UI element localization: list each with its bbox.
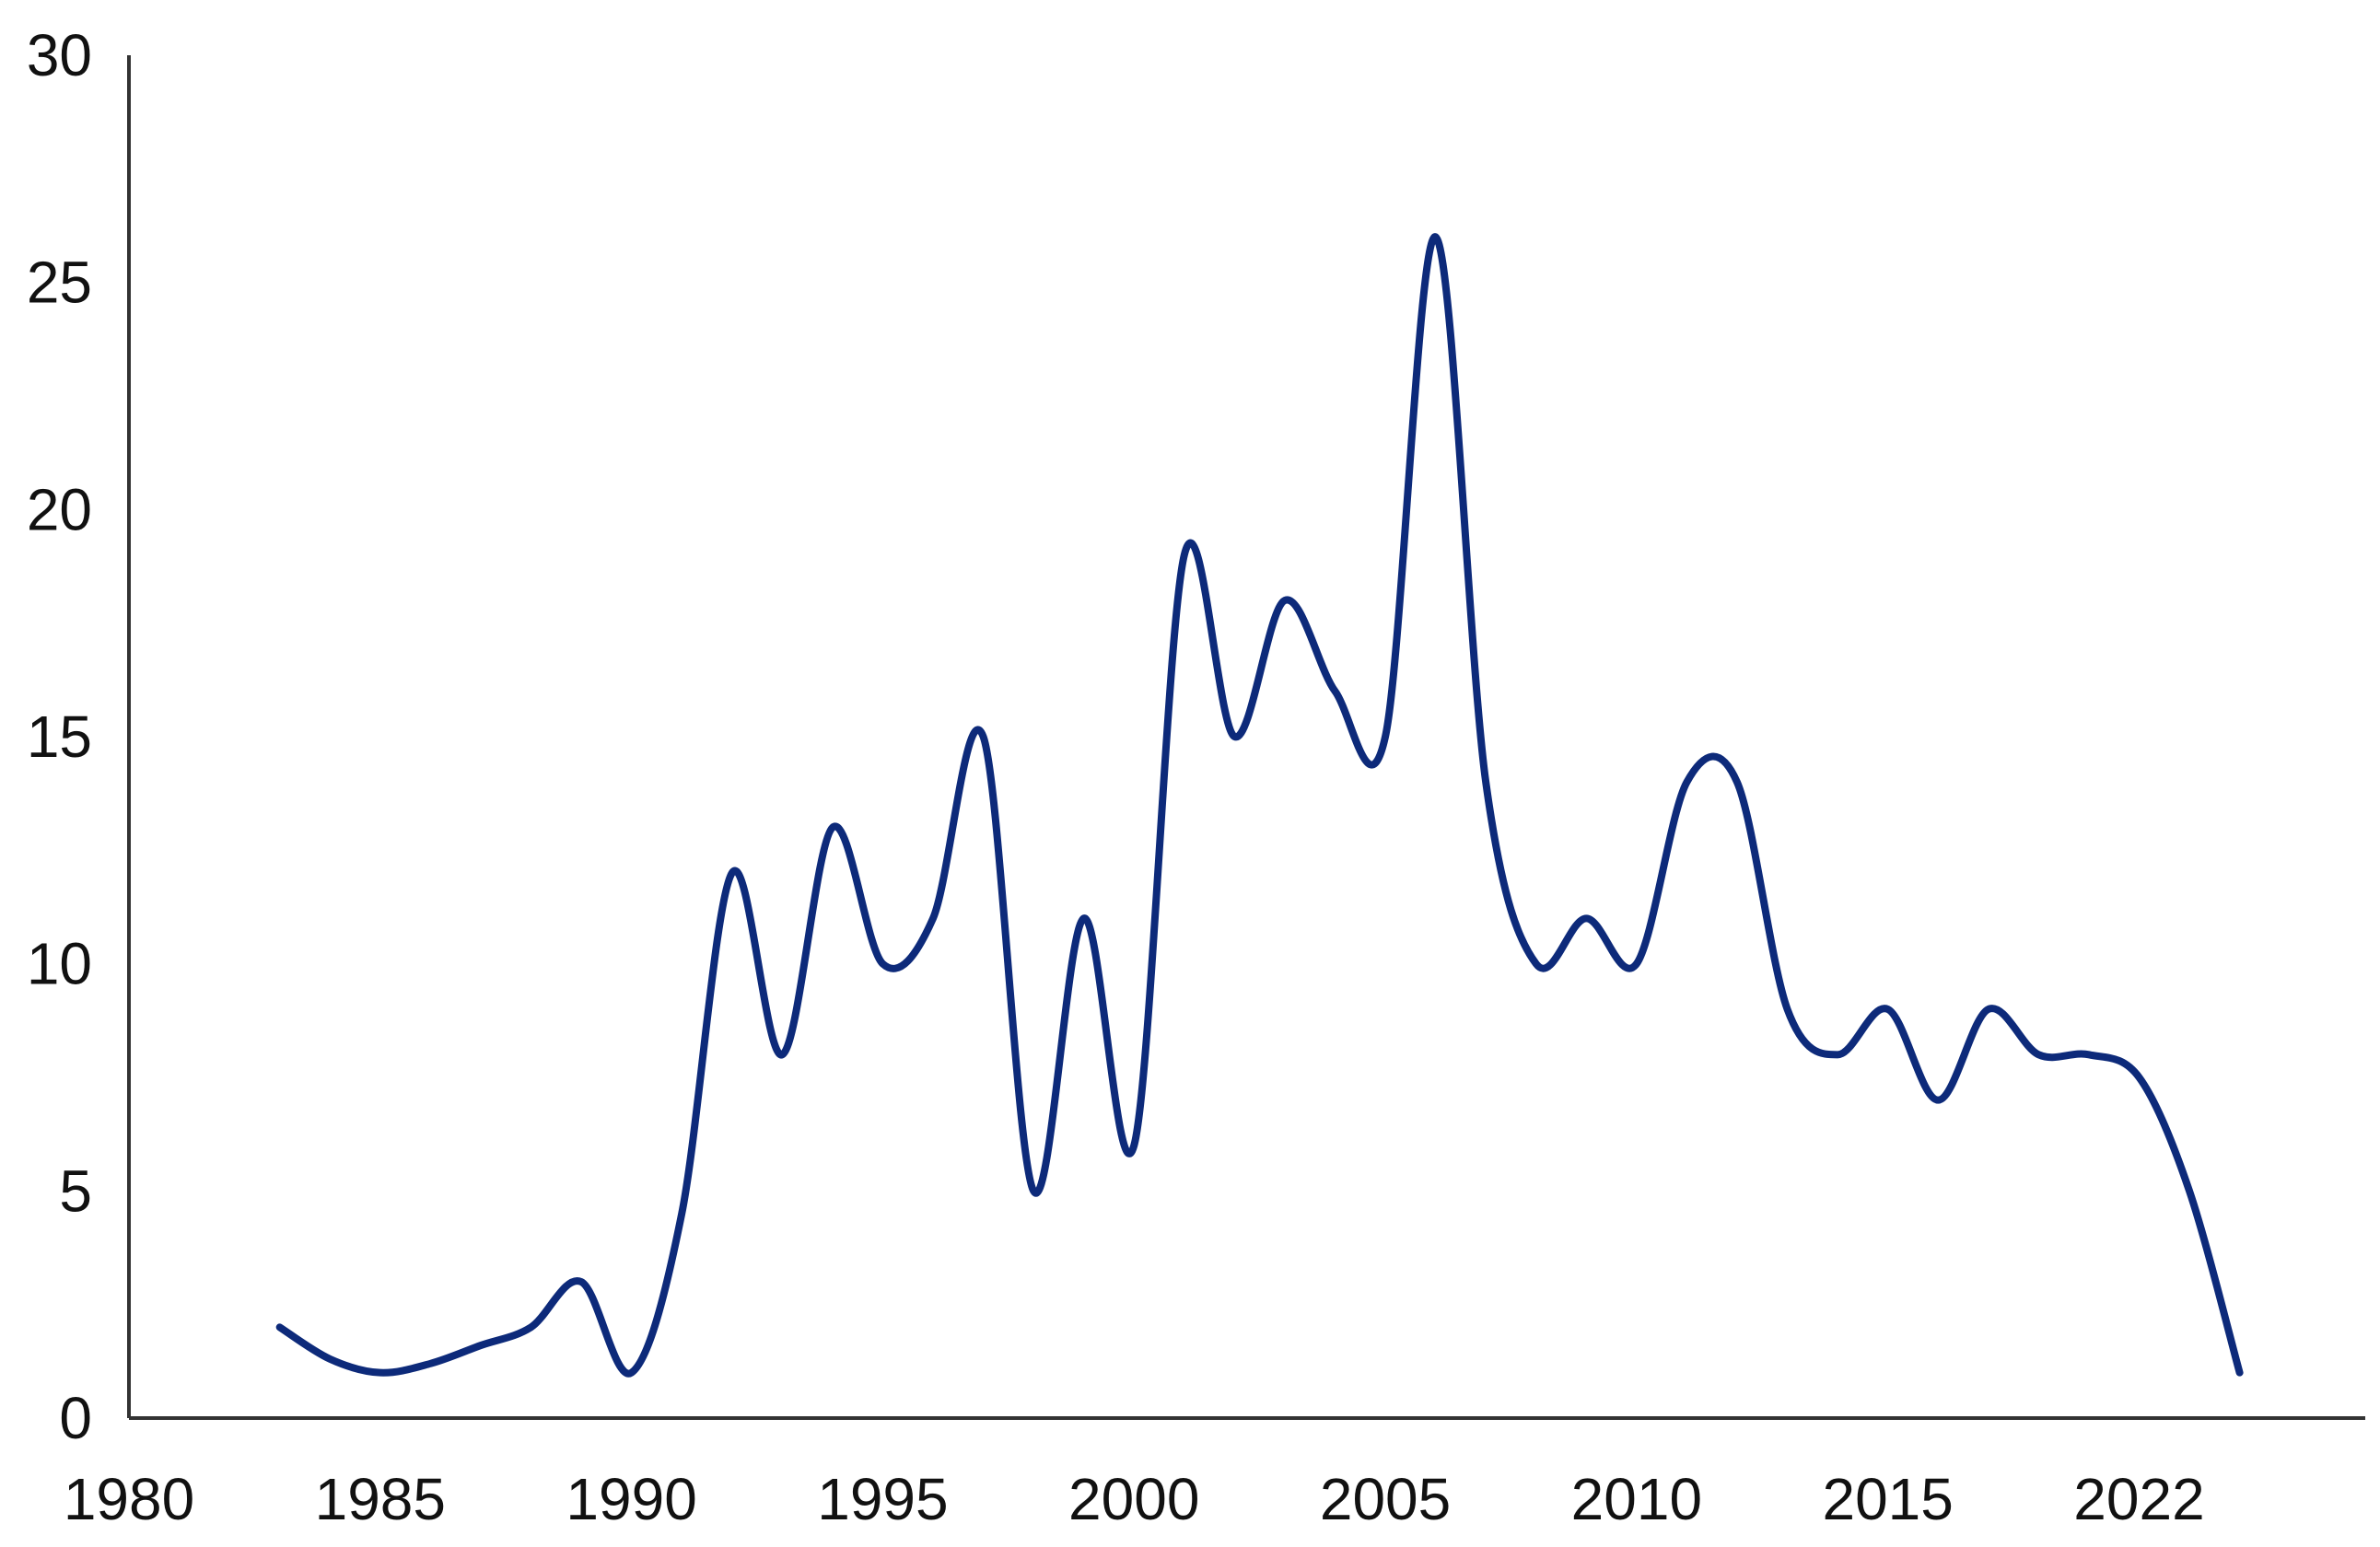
- series-points: [276, 233, 2244, 1376]
- data-point: [1130, 1142, 1138, 1149]
- data-point: [1784, 1006, 1791, 1013]
- data-point: [276, 1323, 284, 1331]
- x-tick-label: 1990: [566, 1466, 696, 1532]
- data-point: [729, 869, 736, 877]
- x-tick-label: 2010: [1571, 1466, 1702, 1532]
- data-point: [1331, 688, 1338, 695]
- data-point: [1281, 597, 1289, 604]
- x-tick-label: 2015: [1822, 1466, 1953, 1532]
- x-tick-label: 1985: [315, 1466, 446, 1532]
- data-point: [578, 1278, 585, 1285]
- data-point: [980, 733, 987, 740]
- data-point: [1834, 1051, 1841, 1058]
- y-tick-label: 10: [27, 931, 92, 997]
- data-point: [678, 1210, 685, 1217]
- data-point: [1633, 960, 1640, 968]
- x-tick-label: 2000: [1068, 1466, 1199, 1532]
- data-point: [1884, 1006, 1892, 1013]
- y-tick-label: 20: [27, 476, 92, 542]
- data-point: [929, 914, 937, 922]
- data-point: [477, 1342, 484, 1349]
- data-point: [2035, 1051, 2042, 1058]
- data-point: [778, 1051, 786, 1058]
- y-tick-label: 30: [27, 22, 92, 88]
- x-tick-label: 1980: [64, 1466, 194, 1532]
- data-point: [1181, 552, 1188, 559]
- data-point: [2236, 1369, 2244, 1377]
- data-point: [426, 1360, 434, 1367]
- y-tick-label: 25: [27, 250, 92, 316]
- data-point: [1582, 914, 1590, 922]
- data-point: [1231, 733, 1238, 740]
- data-point: [1080, 914, 1088, 922]
- data-point: [1482, 778, 1489, 785]
- data-point: [1683, 778, 1690, 785]
- data-point: [1733, 778, 1741, 785]
- data-point: [1030, 1187, 1037, 1194]
- y-tick-label: 0: [59, 1385, 92, 1451]
- data-point: [527, 1323, 534, 1331]
- x-tick-label: 1995: [817, 1466, 948, 1532]
- data-point: [1533, 960, 1540, 968]
- data-point: [1382, 733, 1389, 740]
- data-point: [326, 1355, 333, 1363]
- data-point: [879, 960, 886, 968]
- y-tick-label: 15: [27, 704, 92, 770]
- data-point: [377, 1369, 384, 1377]
- data-point: [1432, 233, 1440, 240]
- data-point: [1934, 1097, 1942, 1104]
- data-point: [2186, 1187, 2193, 1194]
- y-tick-label: 5: [59, 1157, 92, 1224]
- data-point: [628, 1369, 636, 1377]
- x-tick-label: 2022: [2073, 1466, 2204, 1532]
- data-point: [1985, 1006, 1992, 1013]
- data-point: [829, 824, 836, 832]
- data-point: [2085, 1051, 2093, 1058]
- data-point: [2135, 1074, 2142, 1081]
- y-tick-labels: 0 5 10 15 20 25 30: [27, 22, 92, 1451]
- x-tick-labels: 1980 1985 1990 1995 2000 2005 2010 2015 2022: [64, 1466, 2205, 1532]
- series-line: [275, 233, 2244, 1378]
- x-tick-label: 2005: [1320, 1466, 1451, 1532]
